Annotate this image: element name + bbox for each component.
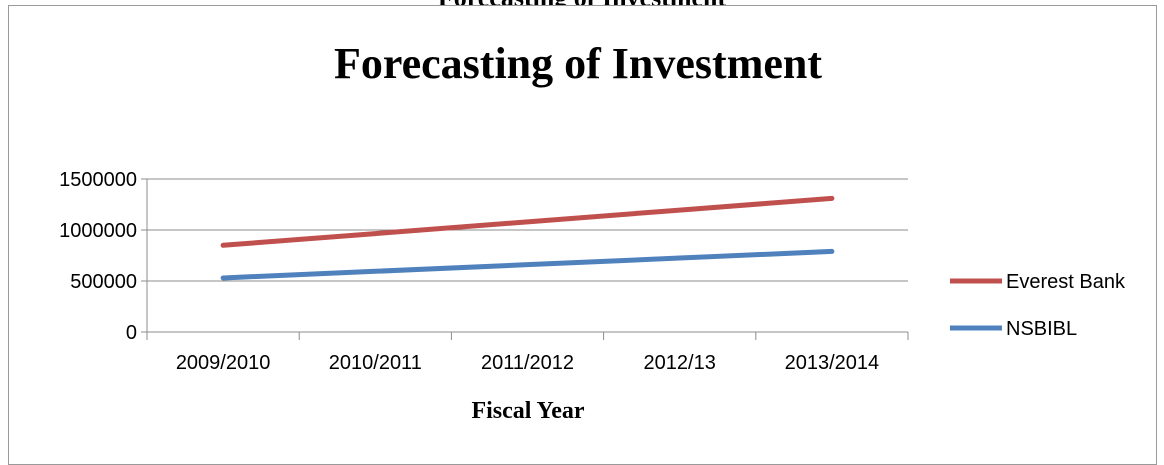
legend-label: NSBIBL: [1006, 318, 1077, 340]
x-tick-label: 2012/13: [644, 352, 716, 374]
chart-frame: [8, 5, 1157, 465]
x-tick-label: 2013/2014: [785, 352, 880, 374]
gridlines: [147, 178, 908, 282]
y-tick-label: 1000000: [59, 220, 137, 242]
chart-title: Forecasting of Investment: [334, 39, 822, 88]
legend: Everest Bank NSBIBL: [950, 271, 1126, 340]
x-axis-label: Fiscal Year: [471, 398, 584, 424]
axes: [141, 178, 909, 340]
x-tick-labels: 2009/2010 2010/2011 2011/2012 2012/13 2013/2…: [176, 352, 879, 374]
y-tick-labels: 0 500000 1000000 1500000: [59, 169, 137, 344]
series-lines: [220, 195, 835, 281]
x-tick-label: 2010/2011: [329, 352, 422, 374]
series-line-everest-bank: [220, 195, 835, 248]
x-tick-label: 2011/2012: [481, 352, 574, 374]
investment-line-chart: Forecasting of Investment 0 500000 1000000…: [59, 39, 1126, 424]
legend-label: Everest Bank: [1006, 271, 1126, 293]
y-tick-label: 500000: [70, 271, 137, 293]
y-tick-label: 1500000: [59, 169, 137, 191]
y-tick-label: 0: [126, 322, 137, 344]
series-line-nsbibl: [220, 248, 835, 281]
x-tick-label: 2009/2010: [176, 352, 271, 374]
